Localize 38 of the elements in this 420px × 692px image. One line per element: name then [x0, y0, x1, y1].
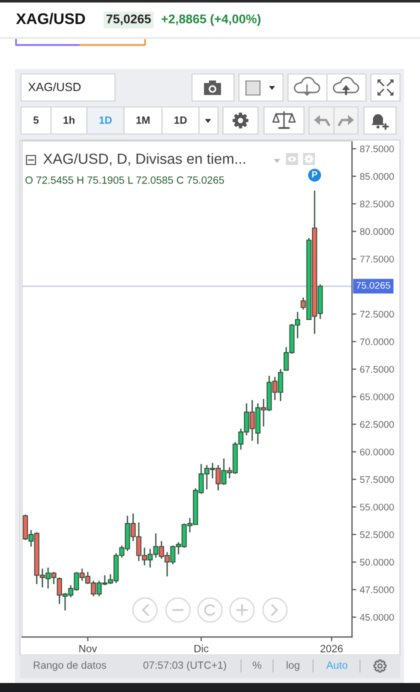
text: XAG/USD — [28, 82, 81, 92]
x-tick-label: 2026 — [320, 644, 343, 652]
text: 1D — [174, 116, 187, 124]
y-tick-label: 45.0000 — [360, 614, 394, 621]
text: Auto — [326, 662, 348, 669]
y-tick-label: 62.5000 — [360, 421, 394, 428]
text: % — [252, 661, 262, 669]
y-tick-label: 65.0000 — [360, 393, 394, 400]
y-tick-label: 70.0000 — [360, 338, 394, 346]
y-tick-label: 80.0000 — [360, 228, 394, 235]
text: 1D — [100, 116, 112, 124]
y-tick-label: 57.5000 — [360, 476, 394, 483]
y-tick-label: 77.5000 — [360, 256, 394, 263]
y-tick-label: 52.5000 — [360, 531, 394, 538]
text: 5 — [33, 116, 39, 124]
chart-subtitle: 75,0265 — [106, 14, 151, 26]
text: Rango de datos — [34, 661, 106, 671]
text: +2,8865 (+4,00%) — [162, 14, 260, 26]
annotation: P — [312, 171, 318, 178]
y-tick-label: 67.5000 — [360, 366, 394, 373]
y-tick-label: 85.0000 — [360, 173, 394, 180]
text: 1h — [64, 116, 74, 124]
x-tick-label: Nov — [79, 645, 97, 652]
y-tick-label: 87.5000 — [360, 145, 394, 152]
text: 1M — [136, 116, 150, 124]
y-tick-label: 60.0000 — [360, 448, 394, 456]
y-tick-label: 47.5000 — [360, 586, 394, 594]
annotation: O 72.5455 H 75.1905 L 72.0585 C 75.0265 — [25, 176, 224, 184]
annotation: XAG/USD, D, Divisas en tiem... — [43, 153, 246, 166]
text: log — [286, 661, 300, 671]
y-tick-label: 82.5000 — [360, 200, 394, 208]
text: 07:57:03 (UTC+1) — [143, 661, 226, 671]
y-tick-label: 72.5000 — [360, 310, 394, 318]
chart-title: XAG/USD — [16, 12, 85, 24]
x-tick-label: Dic — [194, 644, 208, 652]
y-tick-label: 50.0000 — [360, 558, 394, 566]
y-tick-label: 55.0000 — [360, 504, 394, 511]
ref-line-label: 75.0265 — [356, 282, 390, 289]
